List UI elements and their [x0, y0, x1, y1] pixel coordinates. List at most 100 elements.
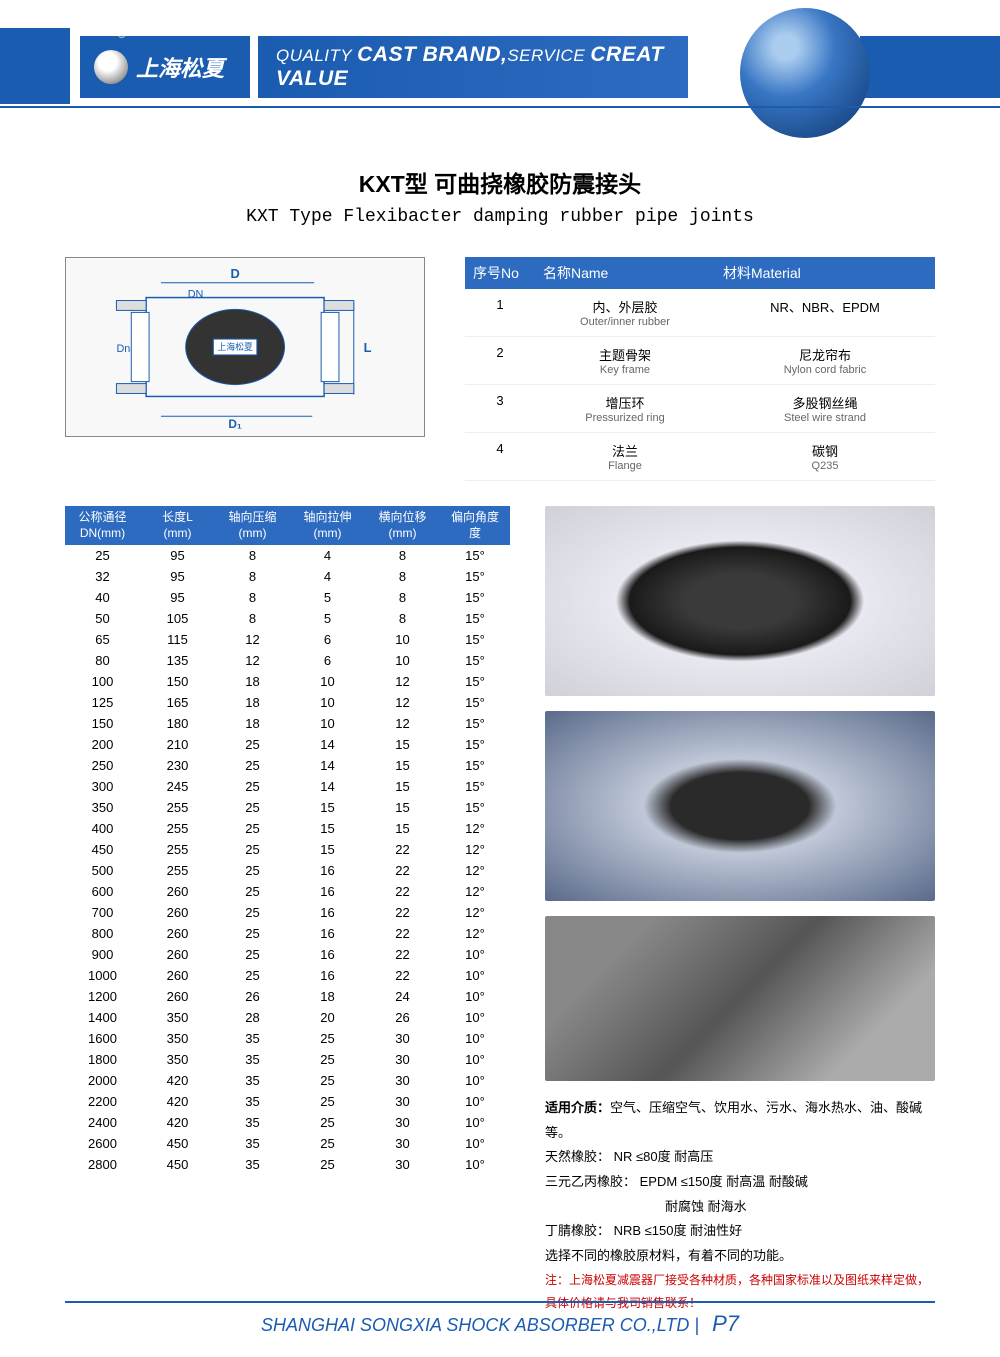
spec-cell: 15°	[440, 776, 510, 797]
spec-cell: 8	[365, 566, 440, 587]
spec-cell: 10°	[440, 986, 510, 1007]
spec-cell: 260	[140, 986, 215, 1007]
spec-row: 10015018101215°	[65, 671, 510, 692]
slogan: QUALITY CAST BRAND,SERVICE CREAT VALUE	[276, 43, 688, 91]
spec-cell: 12°	[440, 818, 510, 839]
spec-cell: 400	[65, 818, 140, 839]
spec-cell: 15	[365, 818, 440, 839]
spec-row: 80026025162212°	[65, 923, 510, 944]
spec-cell: 10	[290, 713, 365, 734]
spec-cell: 22	[365, 902, 440, 923]
top-row: 上海松夏 D DN Dn D₁ L 序号No 名称Name 材料Material	[65, 257, 935, 481]
spec-cell: 10°	[440, 1112, 510, 1133]
spec-row: 45025525152212°	[65, 839, 510, 860]
spec-cell: 25	[215, 944, 290, 965]
spec-cell: 18	[290, 986, 365, 1007]
globe-icon	[740, 8, 870, 138]
header-line	[0, 106, 1000, 108]
spec-row: 651151261015°	[65, 629, 510, 650]
material-table: 序号No 名称Name 材料Material 1 内、外层胶Outer/inne…	[465, 257, 935, 481]
spec-cell: 10°	[440, 965, 510, 986]
spec-cell: 26	[215, 986, 290, 1007]
spec-cell: 15°	[440, 797, 510, 818]
spec-cell: 16	[290, 881, 365, 902]
spec-row: 70026025162212°	[65, 902, 510, 923]
product-image-3	[545, 916, 935, 1081]
spec-row: 60026025162212°	[65, 881, 510, 902]
spec-cell: 22	[365, 965, 440, 986]
notes-l3: 三元乙丙橡胶： EPDM ≤150度 耐高温 耐酸碱	[545, 1170, 935, 1195]
spec-cell: 255	[140, 860, 215, 881]
spec-cell: 25	[215, 797, 290, 818]
footer-page: P7	[712, 1311, 739, 1336]
spec-row: 12516518101215°	[65, 692, 510, 713]
spec-cell: 10	[365, 629, 440, 650]
main-content: KXT型 可曲挠橡胶防震接头 KXT Type Flexibacter damp…	[0, 130, 1000, 1314]
spec-header-cell: 长度L(mm)	[140, 506, 215, 545]
svg-text:DN: DN	[188, 289, 204, 301]
spec-cell: 260	[140, 923, 215, 944]
spec-cell: 16	[290, 923, 365, 944]
spec-cell: 250	[65, 755, 140, 776]
spec-cell: 30	[365, 1028, 440, 1049]
spec-cell: 10	[365, 650, 440, 671]
spec-cell: 15	[365, 755, 440, 776]
spec-cell: 35	[215, 1049, 290, 1070]
notes-l4: 丁腈橡胶： NRB ≤150度 耐油性好	[545, 1219, 935, 1244]
spec-cell: 15°	[440, 629, 510, 650]
spec-cell: 6	[290, 629, 365, 650]
spec-row: 801351261015°	[65, 650, 510, 671]
spec-cell: 30	[365, 1133, 440, 1154]
logo-box: 上海松夏	[80, 36, 250, 98]
spec-cell: 65	[65, 629, 140, 650]
product-image-1	[545, 506, 935, 696]
spec-cell: 25	[290, 1112, 365, 1133]
spec-cell: 35	[215, 1028, 290, 1049]
spec-cell: 5	[290, 587, 365, 608]
spec-cell: 22	[365, 923, 440, 944]
footer-line	[65, 1301, 935, 1303]
spec-cell: 12°	[440, 860, 510, 881]
material-row: 2 主题骨架Key frame 尼龙帘布Nylon cord fabric	[465, 337, 935, 385]
spec-cell: 260	[140, 881, 215, 902]
spec-header-cell: 横向位移(mm)	[365, 506, 440, 545]
mt-h2: 名称Name	[535, 257, 715, 289]
spec-cell: 16	[290, 860, 365, 881]
content-row: 公称通径DN(mm)长度L(mm)轴向压缩(mm)轴向拉伸(mm)横向位移(mm…	[65, 506, 935, 1314]
spec-cell: 2400	[65, 1112, 140, 1133]
spec-cell: 10°	[440, 1154, 510, 1175]
spec-cell: 25	[215, 755, 290, 776]
spec-cell: 12	[215, 629, 290, 650]
spec-row: 5010585815°	[65, 608, 510, 629]
spec-cell: 12	[365, 671, 440, 692]
spec-cell: 420	[140, 1112, 215, 1133]
spec-cell: 25	[290, 1133, 365, 1154]
spec-table: 公称通径DN(mm)长度L(mm)轴向压缩(mm)轴向拉伸(mm)横向位移(mm…	[65, 506, 510, 1314]
spec-cell: 15	[365, 797, 440, 818]
spec-cell: 260	[140, 965, 215, 986]
spec-cell: 245	[140, 776, 215, 797]
spec-cell: 30	[365, 1049, 440, 1070]
spec-cell: 10°	[440, 1091, 510, 1112]
spec-cell: 300	[65, 776, 140, 797]
spec-cell: 10	[290, 671, 365, 692]
spec-cell: 25	[290, 1049, 365, 1070]
spec-cell: 95	[140, 545, 215, 566]
spec-table-header: 公称通径DN(mm)长度L(mm)轴向压缩(mm)轴向拉伸(mm)横向位移(mm…	[65, 506, 510, 545]
spec-row: 100026025162210°	[65, 965, 510, 986]
spec-cell: 25	[215, 839, 290, 860]
spec-cell: 10	[290, 692, 365, 713]
spec-row: 25023025141515°	[65, 755, 510, 776]
spec-cell: 1600	[65, 1028, 140, 1049]
spec-cell: 25	[215, 776, 290, 797]
spec-cell: 1000	[65, 965, 140, 986]
spec-header-cell: 公称通径DN(mm)	[65, 506, 140, 545]
spec-cell: 2200	[65, 1091, 140, 1112]
spec-cell: 28	[215, 1007, 290, 1028]
spec-cell: 16	[290, 944, 365, 965]
spec-row: 240042035253010°	[65, 1112, 510, 1133]
spec-cell: 6	[290, 650, 365, 671]
spec-cell: 8	[365, 608, 440, 629]
material-table-header: 序号No 名称Name 材料Material	[465, 257, 935, 289]
footer: SHANGHAI SONGXIA SHOCK ABSORBER CO.,LTD …	[0, 1301, 1000, 1337]
